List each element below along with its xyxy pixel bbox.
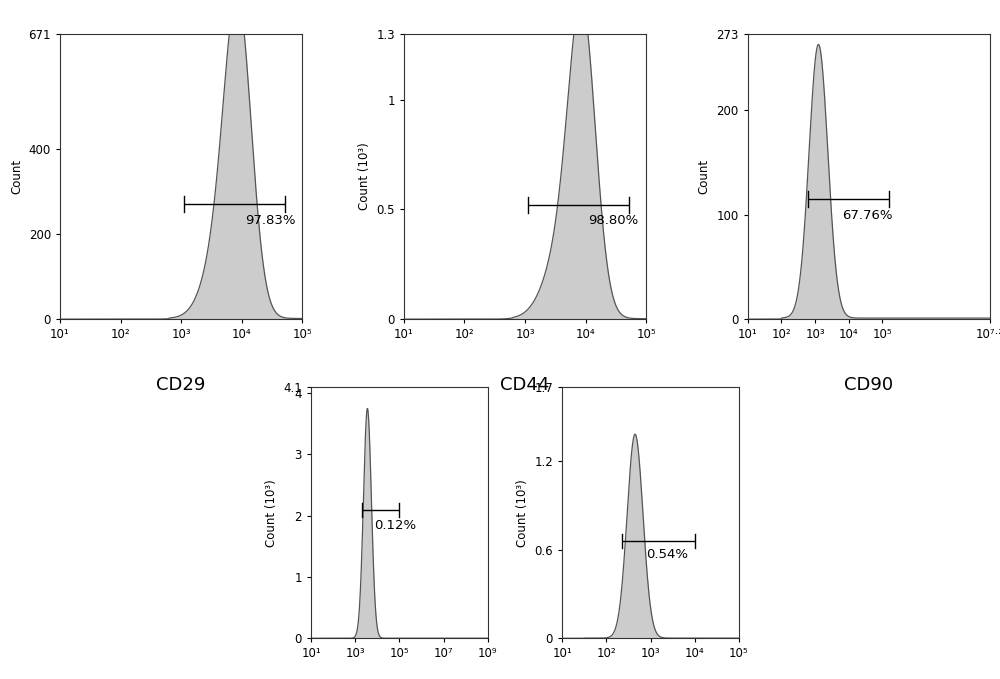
Y-axis label: Count: Count: [698, 159, 711, 194]
Text: 97.83%: 97.83%: [245, 214, 295, 227]
Text: CD29: CD29: [156, 376, 206, 394]
Text: 0.54%: 0.54%: [646, 548, 688, 561]
Text: CD90: CD90: [844, 376, 893, 394]
Text: 98.80%: 98.80%: [589, 214, 639, 227]
Y-axis label: Count (10³): Count (10³): [516, 479, 529, 547]
Text: 0.12%: 0.12%: [374, 519, 416, 532]
Text: CD44: CD44: [500, 376, 550, 394]
Y-axis label: Count (10³): Count (10³): [358, 143, 371, 210]
Y-axis label: Count (10³): Count (10³): [265, 479, 278, 547]
Text: 67.76%: 67.76%: [842, 209, 892, 223]
Y-axis label: Count: Count: [10, 159, 23, 194]
